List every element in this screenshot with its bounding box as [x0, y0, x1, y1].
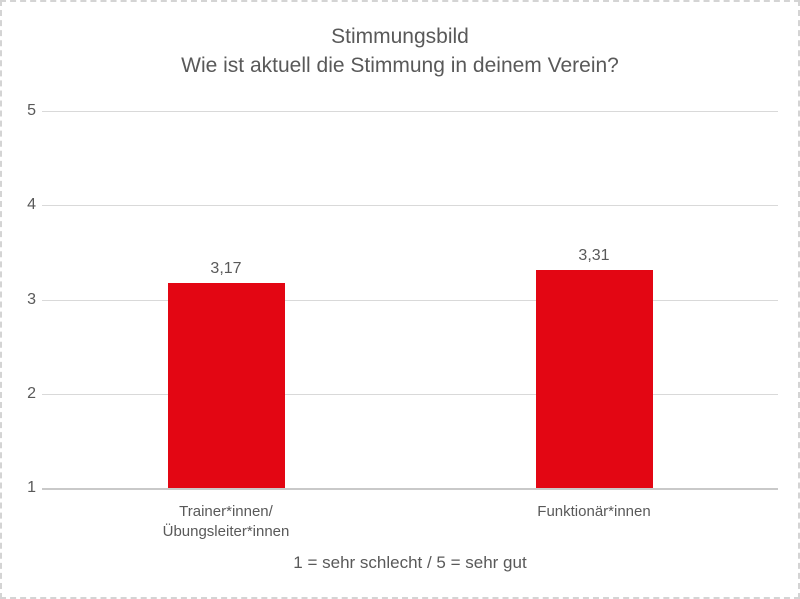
chart-subtitle: Wie ist aktuell die Stimmung in deinem V… [181, 54, 619, 77]
y-tick-label: 1 [27, 479, 36, 496]
bar [167, 283, 285, 488]
chart-title: Stimmungsbild [331, 25, 469, 48]
category-label: Trainer*innen/ Übungsleiter*innen [162, 503, 290, 540]
y-tick-label: 5 [27, 102, 36, 119]
gridline [42, 393, 778, 395]
gridline [42, 205, 778, 207]
y-tick-label: 3 [27, 290, 36, 308]
y-tick-label: 4 [27, 196, 36, 214]
bar-value-label: 3,17 [210, 260, 242, 278]
gridline [42, 111, 778, 112]
x-axis-note: 1 = sehr schlecht / 5 = sehr gut [293, 553, 527, 572]
category-label: Funktionär*innen [537, 503, 651, 520]
bar [535, 270, 653, 488]
chart-title-block: Stimmungsbild Wie ist aktuell die Stimmu… [2, 22, 798, 80]
plot-area [42, 111, 778, 490]
bar-value-label: 3,31 [578, 247, 610, 265]
y-tick-label: 2 [27, 384, 36, 402]
gridline [42, 299, 778, 301]
